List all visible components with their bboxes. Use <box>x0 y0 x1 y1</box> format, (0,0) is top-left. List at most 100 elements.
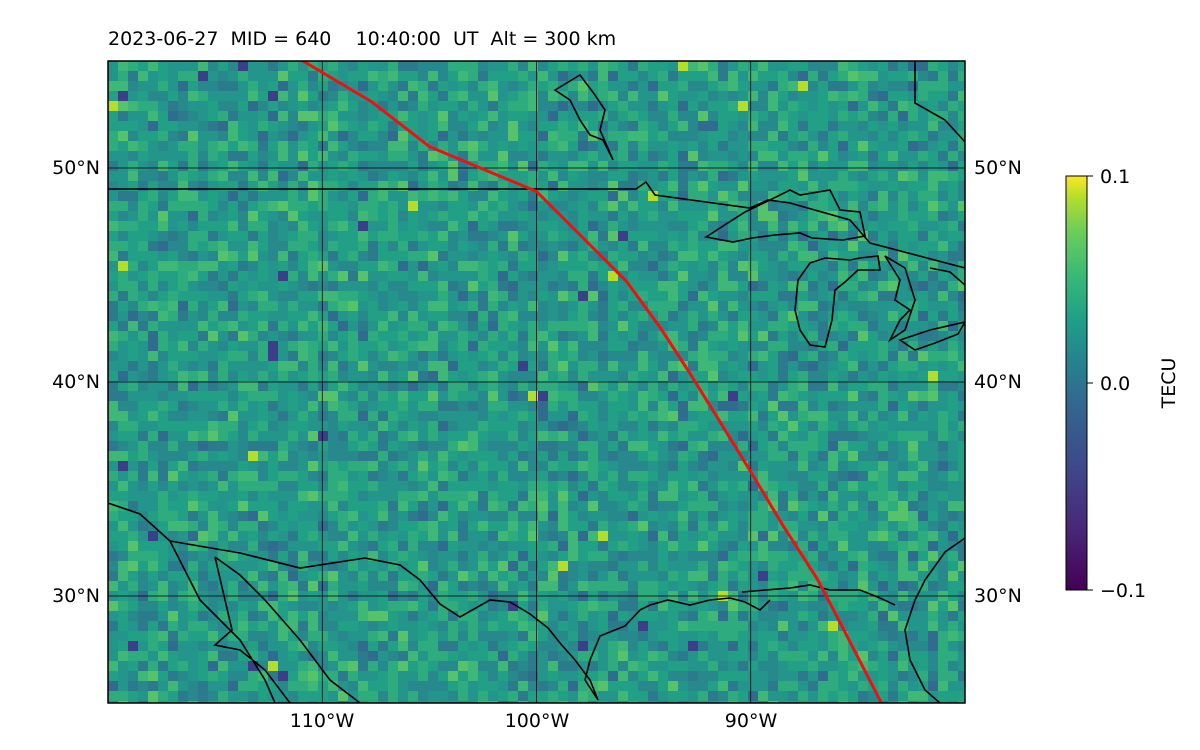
tec-cell <box>578 211 588 221</box>
tec-cell <box>248 371 258 381</box>
tec-cell <box>958 291 965 301</box>
tec-cell <box>368 521 378 531</box>
tec-cell <box>538 481 548 491</box>
tec-cell <box>158 481 168 491</box>
tec-cell <box>218 171 228 181</box>
tec-cell <box>408 161 418 171</box>
tec-cell <box>278 571 288 581</box>
tec-cell <box>108 321 118 331</box>
tec-cell <box>688 221 698 231</box>
tec-cell <box>548 221 558 231</box>
tec-cell <box>638 521 648 531</box>
tec-cell <box>238 241 248 251</box>
tec-cell <box>878 281 888 291</box>
tec-cell <box>528 71 538 81</box>
tec-cell <box>878 191 888 201</box>
tec-cell <box>108 561 118 571</box>
tec-cell <box>138 281 148 291</box>
tec-cell <box>198 221 208 231</box>
tec-cell <box>258 501 268 511</box>
tec-cell <box>398 541 408 551</box>
tec-cell <box>348 261 358 271</box>
tec-cell <box>898 381 908 391</box>
tec-cell <box>588 221 598 231</box>
tec-cell <box>788 561 798 571</box>
tec-cell <box>338 451 348 461</box>
tec-cell <box>518 491 528 501</box>
tec-cell <box>118 131 128 141</box>
tec-cell <box>508 451 518 461</box>
tec-cell <box>838 541 848 551</box>
tec-cell <box>828 611 838 621</box>
tec-cell <box>778 201 788 211</box>
tec-cell <box>288 261 298 271</box>
tec-cell <box>238 421 248 431</box>
tec-cell <box>588 611 598 621</box>
tec-cell <box>728 361 738 371</box>
tec-cell <box>248 81 258 91</box>
tec-cell <box>148 361 158 371</box>
tec-cell <box>898 281 908 291</box>
tec-cell <box>358 511 368 521</box>
tec-cell <box>788 321 798 331</box>
tec-cell <box>908 621 918 631</box>
tec-cell <box>908 141 918 151</box>
tec-cell <box>658 401 668 411</box>
tec-cell <box>118 331 128 341</box>
tec-cell <box>368 381 378 391</box>
tec-cell <box>788 541 798 551</box>
tec-cell <box>238 341 248 351</box>
tec-cell <box>338 61 348 71</box>
tec-cell <box>638 541 648 551</box>
tec-cell <box>698 91 708 101</box>
tec-cell <box>898 141 908 151</box>
tec-cell <box>758 211 768 221</box>
tec-cell <box>258 71 268 81</box>
tec-cell <box>258 291 268 301</box>
tec-cell <box>618 311 628 321</box>
tec-cell <box>518 291 528 301</box>
tec-cell <box>818 621 828 631</box>
tec-cell <box>608 531 618 541</box>
tec-cell <box>858 91 868 101</box>
tec-cell <box>318 341 328 351</box>
tec-cell <box>308 441 318 451</box>
tec-cell <box>848 581 858 591</box>
tec-cell <box>148 91 158 101</box>
tec-cell <box>938 631 948 641</box>
tec-cell <box>438 81 448 91</box>
tec-cell <box>178 461 188 471</box>
tec-cell <box>138 101 148 111</box>
tec-cell <box>918 381 928 391</box>
tec-cell <box>488 181 498 191</box>
tec-cell <box>298 361 308 371</box>
tec-cell <box>608 61 618 71</box>
tec-cell <box>798 281 808 291</box>
tec-cell <box>808 181 818 191</box>
tec-cell <box>458 541 468 551</box>
tec-cell <box>228 361 238 371</box>
tec-cell <box>508 271 518 281</box>
tec-cell <box>118 211 128 221</box>
tec-cell <box>218 281 228 291</box>
tec-cell <box>738 311 748 321</box>
tec-cell <box>328 601 338 611</box>
tec-cell <box>718 561 728 571</box>
tec-cell <box>288 91 298 101</box>
tec-cell <box>448 141 458 151</box>
tec-cell <box>348 631 358 641</box>
tec-cell <box>798 71 808 81</box>
tec-cell <box>348 321 358 331</box>
tec-cell <box>618 71 628 81</box>
tec-cell <box>108 111 118 121</box>
tec-cell <box>438 631 448 641</box>
tec-cell <box>258 111 268 121</box>
tec-cell <box>248 541 258 551</box>
tec-cell <box>478 391 488 401</box>
tec-cell <box>498 301 508 311</box>
tec-cell <box>868 401 878 411</box>
tec-cell <box>438 121 448 131</box>
tec-cell <box>328 381 338 391</box>
tec-cell <box>338 101 348 111</box>
tec-cell <box>138 631 148 641</box>
